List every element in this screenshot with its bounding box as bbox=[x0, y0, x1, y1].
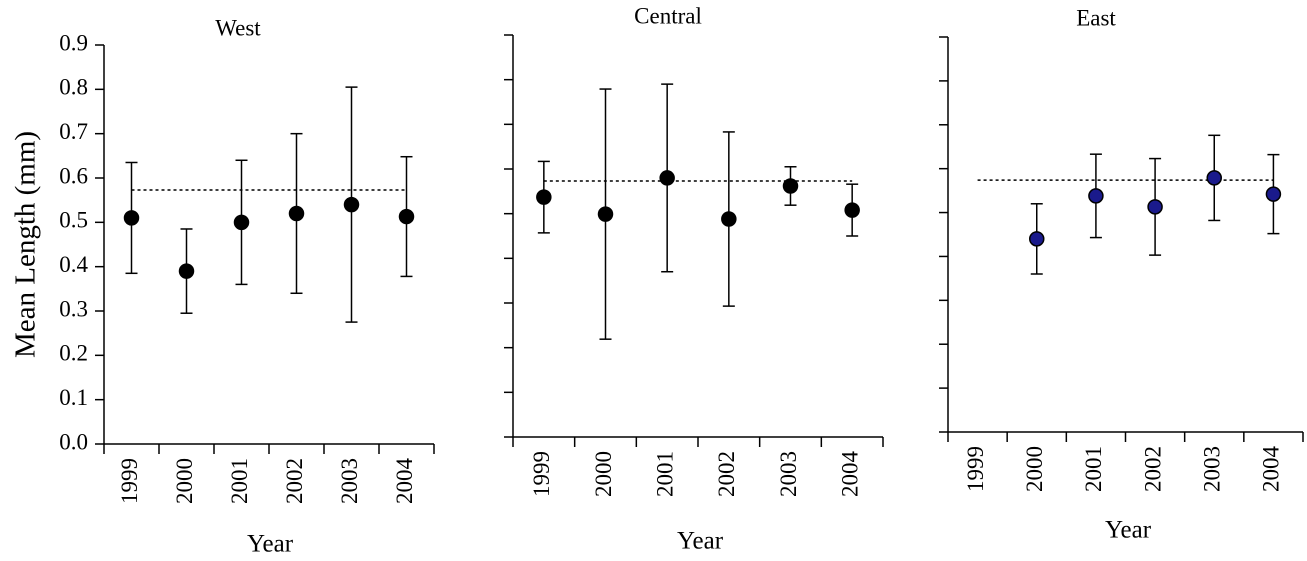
x-tick-label: 2000 bbox=[591, 451, 616, 497]
y-tick-label: 0.4 bbox=[59, 252, 88, 277]
y-tick-label: 0.8 bbox=[59, 75, 88, 100]
y-tick-label: 0.2 bbox=[59, 341, 88, 366]
data-point bbox=[659, 170, 675, 186]
x-tick-label: 1999 bbox=[117, 458, 142, 504]
data-point bbox=[1147, 199, 1163, 215]
data-point bbox=[536, 189, 552, 205]
data-point bbox=[178, 263, 195, 279]
y-tick-label: 0.3 bbox=[59, 296, 88, 321]
data-point bbox=[398, 208, 415, 225]
x-tick-label: 2002 bbox=[1140, 446, 1165, 492]
y-tick-label: 0.9 bbox=[59, 30, 88, 55]
data-point bbox=[288, 205, 305, 222]
x-tick-label: 2000 bbox=[172, 458, 197, 504]
x-axis-label: Year bbox=[677, 528, 724, 555]
data-point bbox=[1088, 188, 1104, 204]
data-point bbox=[1206, 170, 1222, 186]
x-tick-label: 2003 bbox=[337, 458, 362, 504]
data-point bbox=[1029, 231, 1045, 247]
data-point bbox=[233, 214, 250, 231]
x-tick-label: 1999 bbox=[963, 446, 988, 492]
data-point bbox=[1265, 186, 1282, 202]
data-point bbox=[123, 210, 140, 226]
data-point bbox=[597, 206, 614, 222]
y-tick-label: 0.1 bbox=[59, 385, 88, 410]
x-tick-label: 2003 bbox=[1200, 446, 1225, 492]
x-axis-label: Year bbox=[1105, 517, 1152, 544]
x-tick-label: 2002 bbox=[714, 451, 739, 497]
data-point bbox=[721, 211, 737, 227]
x-tick-label: 2000 bbox=[1022, 446, 1047, 492]
chart-title: West bbox=[215, 15, 261, 40]
x-tick-label: 2004 bbox=[1259, 446, 1284, 493]
data-point bbox=[343, 196, 360, 213]
y-tick-label: 0.5 bbox=[59, 208, 88, 233]
x-tick-label: 2003 bbox=[776, 451, 801, 497]
y-tick-label: 0.7 bbox=[59, 119, 88, 144]
data-point bbox=[844, 202, 860, 218]
x-tick-label: 2002 bbox=[282, 458, 307, 504]
chart-title: East bbox=[1076, 5, 1116, 30]
x-tick-label: 2001 bbox=[1081, 446, 1106, 492]
x-tick-label: 2004 bbox=[837, 451, 862, 498]
data-point bbox=[782, 178, 799, 194]
y-axis-label: Mean Length (mm) bbox=[10, 131, 42, 358]
x-axis-label: Year bbox=[247, 531, 294, 558]
y-tick-label: 0.0 bbox=[59, 429, 88, 454]
x-tick-label: 2004 bbox=[392, 458, 417, 505]
y-tick-label: 0.6 bbox=[59, 163, 88, 188]
x-tick-label: 2001 bbox=[227, 458, 252, 504]
x-tick-label: 1999 bbox=[529, 451, 554, 497]
x-tick-label: 2001 bbox=[652, 451, 677, 497]
chart-title: Central bbox=[634, 3, 702, 28]
